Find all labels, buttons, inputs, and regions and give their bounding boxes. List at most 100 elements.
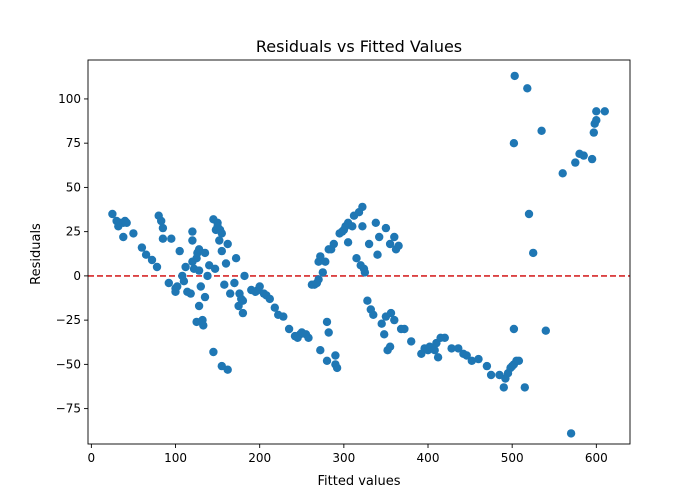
data-point xyxy=(215,236,224,245)
data-point xyxy=(462,351,471,360)
data-point xyxy=(331,351,340,360)
data-point xyxy=(386,308,396,318)
y-tick-label: −75 xyxy=(56,402,81,416)
data-point xyxy=(223,365,232,374)
data-point xyxy=(270,303,279,312)
y-tick-label: −50 xyxy=(56,357,81,371)
data-point xyxy=(467,356,476,365)
data-point xyxy=(523,84,532,93)
data-point xyxy=(510,71,519,81)
data-point xyxy=(119,232,128,242)
data-point xyxy=(238,308,248,318)
data-point xyxy=(203,271,212,281)
data-point xyxy=(587,154,597,164)
data-point xyxy=(430,346,439,355)
data-point xyxy=(194,266,204,275)
data-point xyxy=(592,116,601,125)
data-point xyxy=(265,294,274,304)
data-point xyxy=(199,321,208,330)
x-tick-label: 200 xyxy=(248,451,271,465)
data-point xyxy=(255,282,264,291)
data-point xyxy=(566,429,576,438)
data-point xyxy=(390,232,399,242)
data-point xyxy=(558,169,567,178)
x-tick-label: 400 xyxy=(417,451,440,465)
data-point xyxy=(394,241,403,250)
x-tick-label: 300 xyxy=(332,451,355,465)
data-point xyxy=(499,383,508,392)
data-point xyxy=(164,278,173,288)
data-point xyxy=(279,312,288,321)
data-point xyxy=(304,333,313,342)
y-tick-label: 50 xyxy=(66,180,81,194)
y-axis-label: Residuals xyxy=(29,223,44,285)
data-point xyxy=(108,209,117,219)
data-point xyxy=(238,296,248,305)
data-point xyxy=(375,232,384,242)
data-point xyxy=(524,209,534,219)
data-point xyxy=(194,301,204,311)
data-point xyxy=(377,319,386,328)
data-point xyxy=(592,107,601,116)
data-point xyxy=(196,282,205,291)
data-point xyxy=(360,268,370,277)
chart-title: Residuals vs Fitted Values xyxy=(256,37,462,56)
data-point xyxy=(579,151,588,160)
data-point xyxy=(152,262,162,272)
data-point xyxy=(571,158,580,167)
data-point xyxy=(447,344,456,353)
data-point xyxy=(322,356,332,365)
data-point xyxy=(529,248,538,258)
data-point xyxy=(486,370,496,380)
data-point xyxy=(122,218,131,227)
data-point xyxy=(220,280,229,289)
data-point xyxy=(217,229,226,238)
data-point xyxy=(230,278,239,288)
data-point xyxy=(240,271,249,281)
data-point xyxy=(358,222,367,231)
data-point xyxy=(380,330,389,339)
data-point xyxy=(141,250,151,259)
data-point xyxy=(318,268,327,277)
data-point xyxy=(454,344,463,353)
data-point xyxy=(221,259,231,268)
data-point xyxy=(210,264,220,273)
data-point xyxy=(179,277,189,286)
data-point xyxy=(284,324,294,334)
axes: 0 100 200 300 400 500 600 −75 −50 −25 0 25 50 75 100 xyxy=(56,59,631,465)
data-point xyxy=(348,222,357,231)
data-point xyxy=(385,342,395,351)
data-point xyxy=(322,317,332,327)
data-point xyxy=(482,361,492,371)
data-point xyxy=(541,326,550,335)
data-point xyxy=(369,310,378,319)
data-point xyxy=(373,250,382,259)
data-point xyxy=(175,246,184,256)
data-point xyxy=(381,223,391,233)
data-point xyxy=(589,128,598,137)
data-point xyxy=(520,383,529,392)
data-point xyxy=(147,255,157,265)
data-point xyxy=(352,254,361,263)
data-point xyxy=(514,356,524,365)
x-axis-label: Fitted values xyxy=(317,474,400,489)
data-point xyxy=(157,216,166,226)
data-point xyxy=(186,289,195,298)
data-point xyxy=(400,324,409,334)
plot-frame xyxy=(87,59,631,445)
data-point xyxy=(137,243,147,252)
data-point xyxy=(173,282,182,291)
data-point xyxy=(509,324,519,334)
data-point xyxy=(181,262,190,272)
data-point xyxy=(433,353,443,362)
data-point xyxy=(321,257,330,266)
data-point xyxy=(129,229,138,238)
data-point xyxy=(332,363,342,373)
x-tick-label: 0 xyxy=(88,451,96,465)
data-point xyxy=(200,292,210,302)
data-point xyxy=(209,347,218,357)
data-point xyxy=(316,346,325,355)
data-point xyxy=(158,223,168,233)
data-point xyxy=(200,248,210,258)
